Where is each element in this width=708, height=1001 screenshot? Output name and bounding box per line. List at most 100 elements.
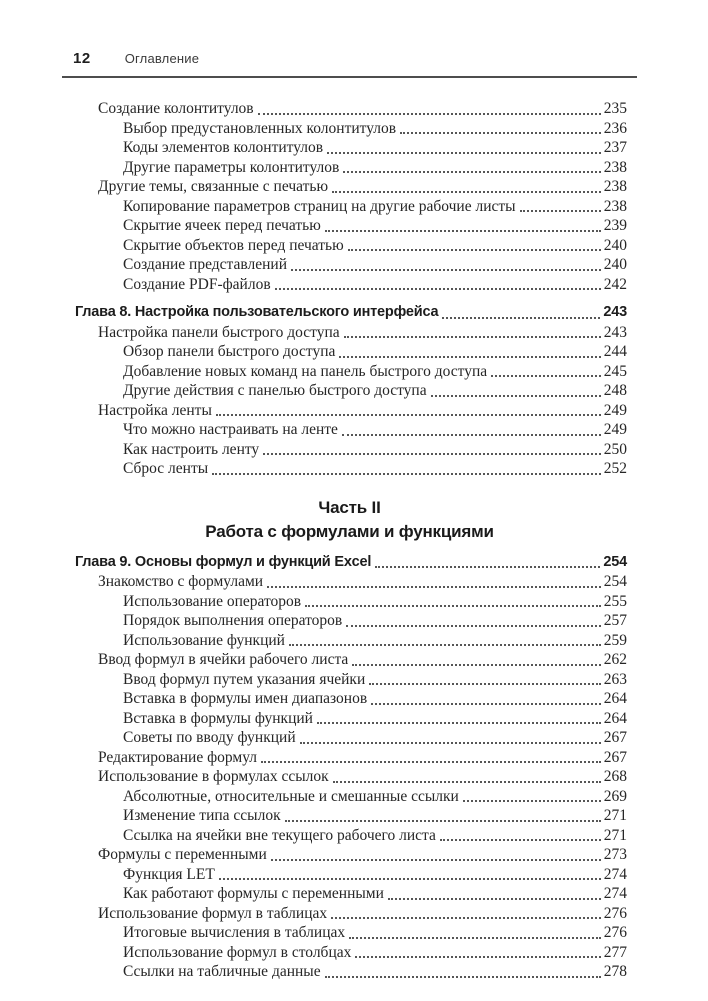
toc-entry-page: 264: [603, 690, 627, 707]
toc-entry-page: 244: [603, 343, 627, 360]
toc-entry-title: Выбор предустановленных колонтитулов: [123, 119, 397, 137]
toc-entry: Ссылки на табличные данные 278: [75, 962, 627, 982]
toc-leader-dots: [274, 288, 601, 290]
toc-entry: Коды элементов колонтитулов 237: [75, 138, 627, 158]
part-label: Часть II: [318, 497, 381, 517]
toc-entry-page: 238: [603, 197, 627, 215]
toc-entry-title: Создание колонтитулов: [98, 100, 254, 117]
toc-leader-dots: [439, 839, 601, 841]
toc-entry-page: 240: [603, 236, 627, 254]
toc-entry-title: Глава 8. Настройка пользовательского инт…: [75, 304, 439, 320]
toc-entry-page: 249: [603, 401, 627, 419]
toc-entry-title: Глава 9. Основы формул и функций Excel: [75, 553, 372, 570]
toc-leader-dots: [218, 878, 601, 880]
toc-entry-title: Изменение типа ссылок: [123, 807, 281, 824]
toc-entry-page: 269: [603, 787, 627, 805]
toc-leader-dots: [346, 624, 601, 627]
toc-entry: Другие темы, связанные с печатью 238: [75, 177, 627, 197]
toc-entry: Ссылка на ячейки вне текущего рабочего л…: [75, 826, 627, 846]
toc-entry-title: Другие действия с панелью быстрого досту…: [123, 382, 427, 399]
page-number: 12: [73, 50, 91, 67]
toc-entry-page: 268: [603, 768, 627, 785]
toc-entry-page: 249: [603, 421, 627, 438]
toc-entry-title: Другие параметры колонтитулов: [123, 158, 340, 176]
toc-entry: Выбор предустановленных колонтитулов 236: [75, 119, 627, 139]
toc-entry-title: Использование формул в таблицах: [98, 904, 328, 922]
toc-leader-dots: [305, 605, 601, 607]
toc-entry-title: Создание PDF-файлов: [123, 275, 271, 293]
toc-entry-page: 273: [603, 846, 627, 863]
toc-leader-dots: [519, 210, 601, 212]
toc-leader-dots: [270, 858, 601, 861]
toc-entry-page: 240: [603, 256, 627, 273]
toc-entry-title: Настройка ленты: [98, 401, 212, 419]
toc-leader-dots: [331, 917, 601, 919]
toc-entry-title: Формулы с переменными: [98, 846, 267, 863]
toc-leader-dots: [288, 644, 601, 646]
toc-entry-page: 274: [603, 865, 627, 883]
toc-leader-dots: [257, 112, 601, 115]
toc-leader-dots: [369, 683, 601, 685]
toc-entry-page: 277: [603, 943, 627, 961]
toc-entry: Порядок выполнения операторов 257: [75, 611, 627, 631]
toc-entry-page: 235: [603, 100, 627, 117]
toc-entry-title: Как настроить ленту: [123, 440, 260, 458]
part-heading: Часть II Работа с формулами и функциями: [62, 496, 637, 544]
toc-leader-dots: [324, 229, 601, 232]
toc-entry-title: Добавление новых команд на панель быстро…: [123, 362, 488, 380]
toc-entry-title: Знакомство с формулами: [98, 573, 264, 590]
toc-entry: Ввод формул в ячейки рабочего листа 262: [75, 650, 627, 670]
toc-entry-title: Копирование параметров страниц на другие…: [123, 197, 516, 215]
toc-entry-title: Обзор панели быстрого доступа: [123, 343, 336, 360]
toc-entry-title: Ссылки на табличные данные: [123, 963, 321, 980]
toc-entry-title: Использование формул в столбцах: [123, 943, 352, 961]
toc-leader-dots: [261, 761, 601, 763]
toc-entry-page: 254: [603, 553, 627, 570]
toc-leader-dots: [347, 249, 601, 251]
toc-entry: Создание представлений 240: [75, 255, 627, 275]
toc-leader-dots: [462, 800, 601, 802]
toc-leader-dots: [299, 741, 601, 744]
toc-entry: Итоговые вычисления в таблицах 276: [75, 923, 627, 943]
toc-leader-dots: [343, 171, 601, 173]
toc-entry-title: Сброс ленты: [123, 460, 209, 477]
toc-leader-dots: [267, 585, 601, 588]
toc-leader-dots: [263, 453, 601, 455]
toc-entry: Другие параметры колонтитулов 238: [75, 158, 627, 178]
toc-entry-title: Другие темы, связанные с печатью: [98, 178, 329, 195]
toc-entry: Добавление новых команд на панель быстро…: [75, 362, 627, 382]
toc-entry-title: Использование в формулах ссылок: [98, 768, 329, 785]
toc-entry: Создание PDF-файлов 242: [75, 275, 627, 295]
toc-entry: Как работают формулы с переменными 274: [75, 884, 627, 904]
toc-entry-title: Что можно настраивать на ленте: [123, 421, 338, 438]
toc-entry: Копирование параметров страниц на другие…: [75, 197, 627, 217]
toc-entry: Знакомство с формулами 254: [75, 572, 627, 592]
toc-entry: Использование в формулах ссылок 268: [75, 767, 627, 787]
running-head-title: Оглавление: [124, 51, 200, 66]
toc-entry-page: 257: [603, 612, 627, 629]
toc-leader-dots: [324, 975, 601, 978]
toc-leader-dots: [316, 722, 601, 724]
toc-chapter-entry: Глава 8. Настройка пользовательского инт…: [75, 303, 627, 323]
toc-entry-title: Создание представлений: [123, 256, 287, 273]
toc-leader-dots: [332, 780, 601, 783]
toc-entry-page: 262: [603, 651, 627, 668]
toc-entry-page: 239: [603, 217, 627, 234]
toc-entry-page: 238: [603, 178, 627, 195]
toc-leader-dots: [339, 355, 601, 358]
toc-leader-dots: [341, 433, 601, 436]
toc-entry-title: Итоговые вычисления в таблицах: [123, 924, 346, 941]
toc-entry: Изменение типа ссылок 271: [75, 806, 627, 826]
toc-entry-title: Скрытие объектов перед печатью: [123, 236, 344, 254]
toc-entry: Скрытие ячеек перед печатью 239: [75, 216, 627, 236]
toc-leader-dots: [387, 897, 601, 900]
toc-entry-page: 254: [603, 573, 627, 590]
toc-entry-page: 267: [603, 729, 627, 746]
toc-entry: Использование операторов 255: [75, 592, 627, 612]
toc-leader-dots: [491, 375, 601, 377]
toc-entry: Как настроить ленту 250: [75, 440, 627, 460]
toc-entry: Скрытие объектов перед печатью 240: [75, 236, 627, 256]
toc-entry-page: 237: [603, 139, 627, 156]
toc-entry: Советы по вводу функций 267: [75, 728, 627, 748]
